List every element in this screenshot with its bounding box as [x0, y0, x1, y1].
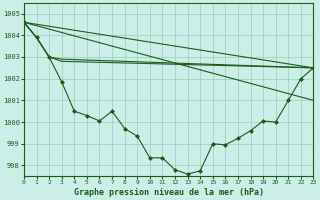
X-axis label: Graphe pression niveau de la mer (hPa): Graphe pression niveau de la mer (hPa) [74, 188, 264, 197]
